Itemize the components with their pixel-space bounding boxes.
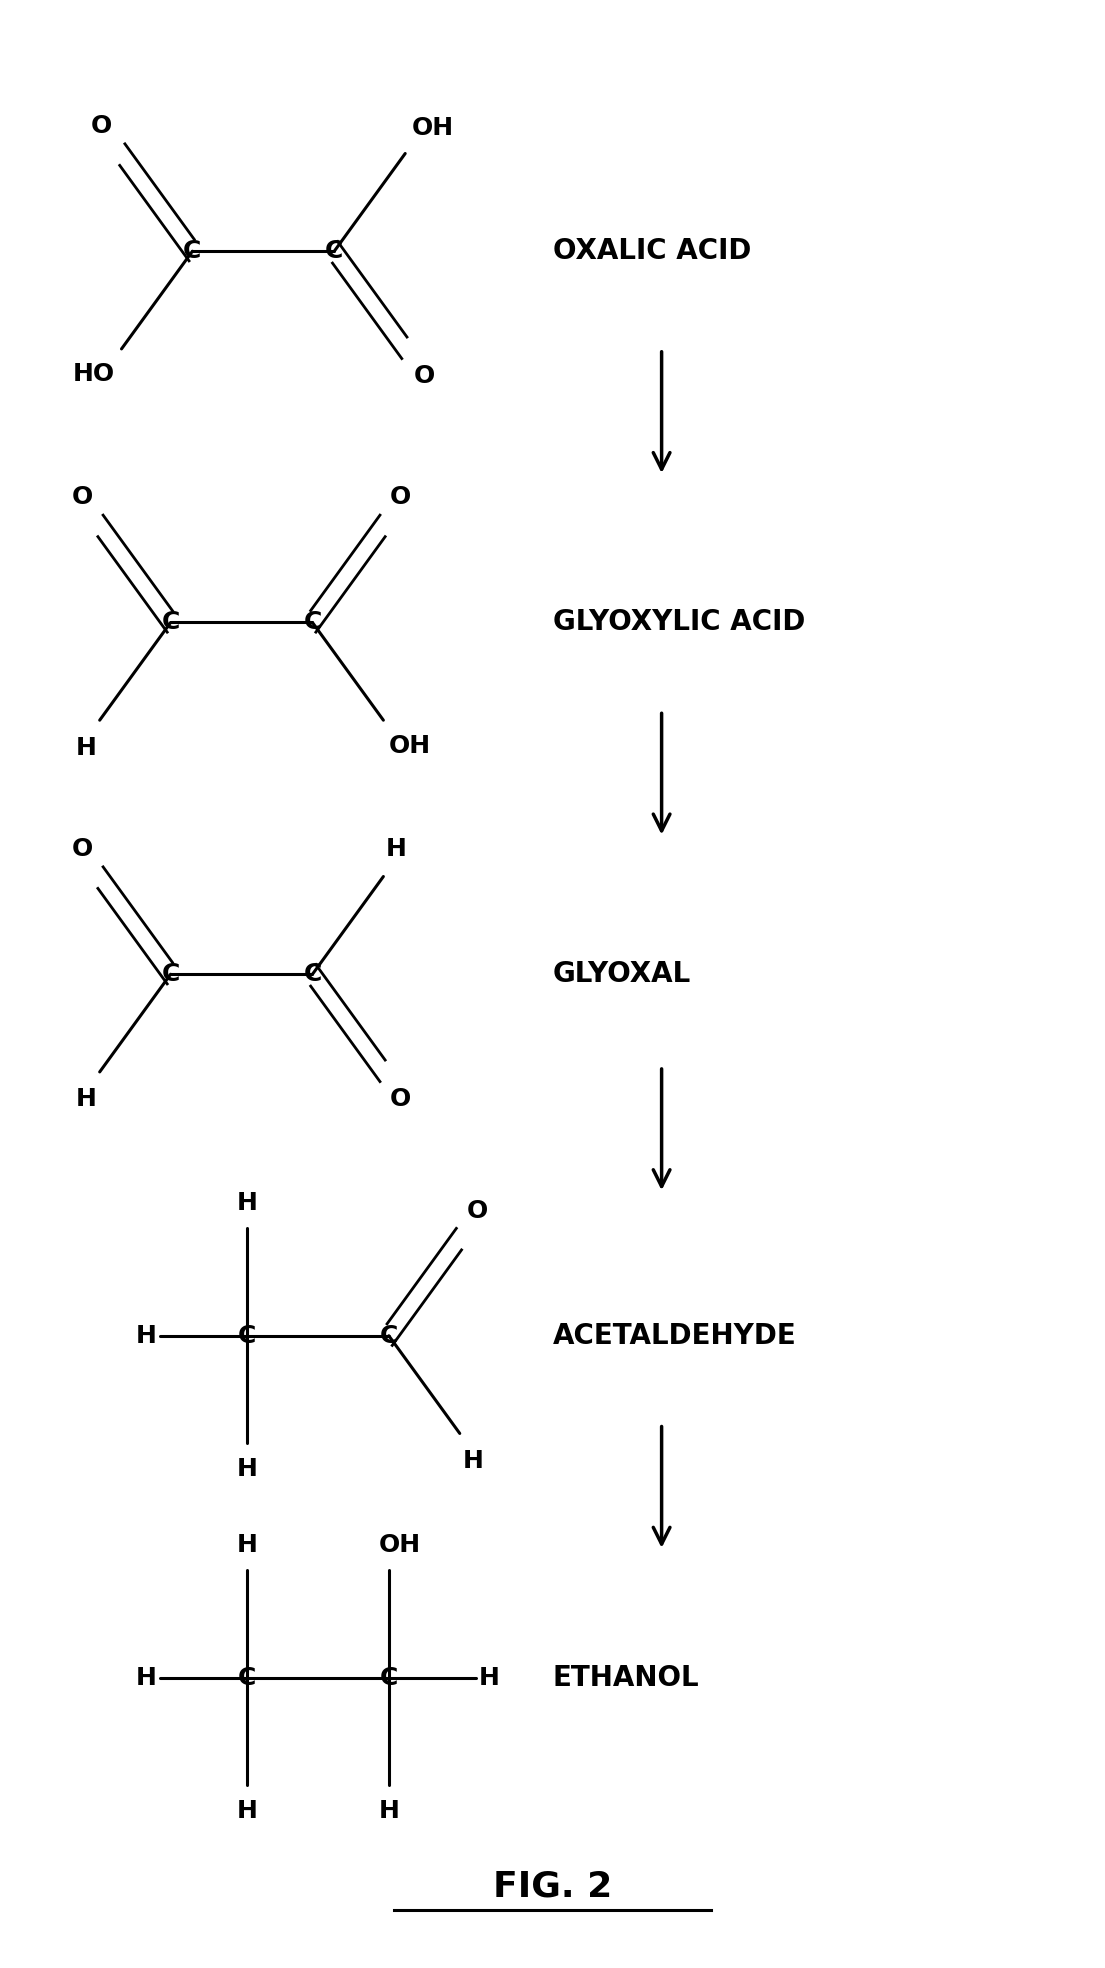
Text: H: H [236, 1456, 257, 1480]
Text: O: O [466, 1199, 487, 1222]
Text: O: O [72, 836, 93, 862]
Text: H: H [236, 1799, 257, 1822]
Text: C: C [238, 1665, 256, 1691]
Text: OH: OH [389, 734, 431, 758]
Text: C: C [238, 1324, 256, 1348]
Text: O: O [92, 114, 113, 138]
Text: O: O [390, 486, 411, 510]
Text: C: C [325, 240, 344, 264]
Text: H: H [136, 1665, 157, 1691]
Text: OH: OH [411, 116, 453, 140]
Text: C: C [183, 240, 201, 264]
Text: O: O [390, 1086, 411, 1112]
Text: H: H [462, 1448, 483, 1472]
Text: GLYOXYLIC ACID: GLYOXYLIC ACID [552, 608, 804, 636]
Text: C: C [380, 1665, 398, 1691]
Text: H: H [478, 1665, 499, 1691]
Text: C: C [161, 962, 180, 986]
Text: H: H [136, 1324, 157, 1348]
Text: OXALIC ACID: OXALIC ACID [552, 238, 751, 266]
Text: HO: HO [73, 362, 115, 386]
Text: OH: OH [379, 1533, 421, 1557]
Text: H: H [386, 836, 407, 862]
Text: FIG. 2: FIG. 2 [493, 1870, 612, 1903]
Text: H: H [236, 1191, 257, 1214]
Text: H: H [76, 1086, 97, 1112]
Text: C: C [303, 610, 322, 634]
Text: C: C [380, 1324, 398, 1348]
Text: O: O [72, 486, 93, 510]
Text: H: H [76, 736, 97, 760]
Text: ACETALDEHYDE: ACETALDEHYDE [552, 1322, 797, 1350]
Text: O: O [414, 364, 435, 388]
Text: ETHANOL: ETHANOL [552, 1663, 699, 1692]
Text: H: H [378, 1799, 399, 1822]
Text: C: C [303, 962, 322, 986]
Text: H: H [236, 1533, 257, 1557]
Text: GLYOXAL: GLYOXAL [552, 960, 691, 988]
Text: C: C [161, 610, 180, 634]
